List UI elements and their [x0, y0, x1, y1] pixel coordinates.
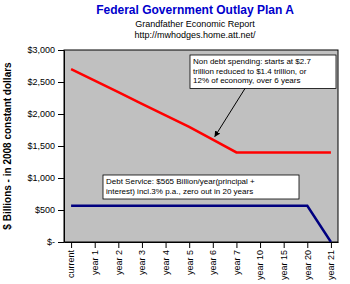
x-tick: year 21 [326, 242, 336, 280]
x-tick: year 3 [137, 242, 147, 275]
x-tick: year 4 [161, 242, 171, 275]
y-tick-mark [58, 82, 64, 83]
y-tick: $500 [35, 205, 64, 215]
x-tick-label: year 10 [255, 250, 265, 280]
annotation: Debt Service: $565 Billion/year(principa… [103, 175, 299, 199]
y-tick: $2,000 [27, 109, 64, 119]
x-tick-label: year 2 [114, 250, 124, 275]
x-tick-label: year 4 [161, 250, 171, 275]
title: Federal Government Outlay Plan A [96, 3, 294, 17]
x-tick-label: year 15 [279, 250, 289, 280]
x-tick-mark [189, 242, 190, 248]
y-tick: $- [47, 237, 64, 247]
y-tick-mark [58, 50, 64, 51]
x-tick: year 2 [114, 242, 124, 275]
y-tick-mark [58, 210, 64, 211]
y-tick: $1,000 [27, 173, 64, 183]
x-tick-mark [118, 242, 119, 248]
y-tick-label: $- [47, 237, 55, 247]
y-tick-mark [58, 178, 64, 179]
annotation-text: Debt Service: $565 Billion/year(principa… [106, 177, 255, 186]
y-axis-line [64, 51, 65, 243]
plot-area [64, 50, 338, 242]
y-tick-mark [58, 242, 64, 243]
series-group [71, 69, 331, 242]
x-tick-mark [331, 242, 332, 248]
chart: Federal Government Outlay Plan A Grandfat… [0, 0, 350, 284]
annotation-box [190, 55, 336, 89]
x-tick-label: year 3 [137, 250, 147, 275]
x-tick-mark [166, 242, 167, 248]
y-tick-label: $1,500 [27, 141, 55, 151]
x-tick: current [66, 242, 76, 278]
y-tick-label: $1,000 [27, 173, 55, 183]
y-tick-mark [58, 146, 64, 147]
x-axis: current year 1 year 2 year 3 year 4 year 5 yea… [65, 242, 339, 280]
y-tick-mark [58, 114, 64, 115]
subtitle: Grandfather Economic Report [135, 19, 255, 29]
x-tick: year 1 [90, 242, 100, 275]
annotation-box [103, 175, 299, 199]
line [71, 69, 331, 152]
y-tick: $2,500 [27, 77, 64, 87]
x-tick-label: year 20 [303, 250, 313, 280]
x-tick: year 10 [255, 242, 265, 280]
y-tick-label: $2,500 [27, 77, 55, 87]
annotation-text: 12% of economy, over 6 years [193, 76, 300, 85]
x-tick-mark [284, 242, 285, 248]
x-tick-mark [307, 242, 308, 248]
y-tick-label: $500 [35, 205, 55, 215]
y-tick: $1,500 [27, 141, 64, 151]
x-tick-mark [142, 242, 143, 248]
x-tick-label: year 7 [232, 250, 242, 275]
x-tick: year 7 [232, 242, 242, 275]
annotation: Non debt spending: starts at $2.7trillio… [190, 55, 336, 89]
x-tick-label: year 21 [326, 250, 336, 280]
line [71, 206, 331, 242]
x-tick-label: year 5 [185, 250, 195, 275]
x-tick-mark [260, 242, 261, 248]
x-tick-mark [95, 242, 96, 248]
y-tick-label: $3,000 [27, 45, 55, 55]
x-tick-label: current [66, 250, 76, 279]
y-tick: $3,000 [27, 45, 64, 55]
x-tick-mark [213, 242, 214, 248]
x-tick-mark [71, 242, 72, 248]
x-tick-label: year 1 [90, 250, 100, 275]
x-tick: year 6 [208, 242, 218, 275]
annotation-text: interest) incl.3% p.a., zero out in 20 y… [106, 187, 253, 196]
x-tick: year 5 [185, 242, 195, 275]
x-axis-line [65, 242, 339, 243]
x-tick-label: year 6 [208, 250, 218, 275]
annotation-text: Non debt spending: starts at $2.7 [193, 57, 311, 66]
annotation-arrow [215, 89, 245, 137]
x-tick: year 20 [303, 242, 313, 280]
y-axis: $- $500 $1,000 $1,500 $2,000 $2,500 $3,000 [27, 45, 64, 247]
x-tick: year 15 [279, 242, 289, 280]
y-axis-title: $ Billions - in 2008 constant dollars [2, 62, 13, 230]
subtitle: http://mwhodges.home.att.net/ [134, 30, 256, 40]
y-tick-label: $2,000 [27, 109, 55, 119]
x-tick-mark [236, 242, 237, 248]
annotation-text: trillion reduced to $1.4 trillion, or [193, 67, 307, 76]
